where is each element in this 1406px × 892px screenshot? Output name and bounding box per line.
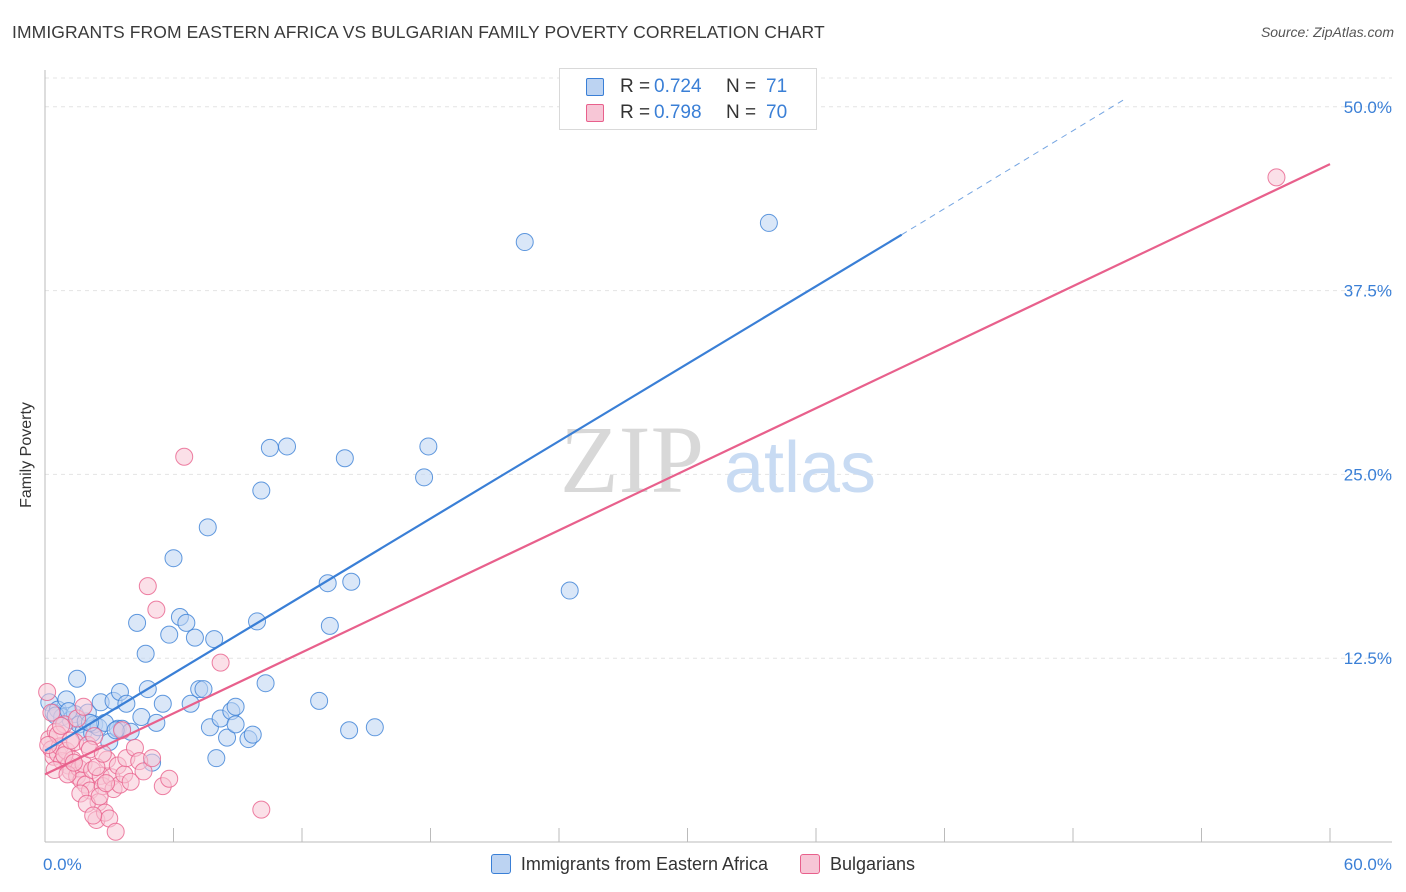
bulgarians-point [134, 762, 153, 781]
legend-r-label: R = [620, 102, 651, 123]
eastern-africa-point [207, 749, 226, 768]
eastern-africa-point [68, 669, 87, 688]
bulgarians-point [84, 806, 103, 825]
y-tick-label: 12.5% [1344, 649, 1392, 668]
eastern-africa-point [256, 674, 275, 693]
series-eastern-africa-points [40, 213, 778, 772]
y-tick-label: 50.0% [1344, 98, 1392, 117]
series-bulgarians-points [38, 168, 1286, 841]
eastern-africa-point [153, 694, 172, 713]
eastern-africa-point [335, 449, 354, 468]
legend-swatch-pink [800, 854, 820, 874]
bulgarians-point [160, 769, 179, 788]
legend-swatch-blue [490, 854, 511, 874]
bulgarians-point [1267, 168, 1286, 187]
eastern-africa-point [243, 725, 262, 744]
eastern-africa-point [205, 630, 224, 649]
y-tick-label: 25.0% [1344, 465, 1392, 484]
eastern-africa-point [515, 233, 534, 252]
eastern-africa-point [278, 437, 297, 456]
legend-label-eastern-africa: Immigrants from Eastern Africa [520, 853, 768, 874]
eastern-africa-point [415, 468, 434, 487]
legend-r-label: R = [620, 76, 651, 97]
bulgarians-point [74, 697, 93, 716]
eastern-africa-point [419, 437, 438, 456]
legend-item-bulgarians: Bulgarians [800, 854, 915, 875]
eastern-africa-point [198, 518, 217, 537]
eastern-africa-point [226, 715, 245, 734]
eastern-africa-point [181, 694, 200, 713]
eastern-africa-point [310, 691, 329, 710]
legend-r-value: 0.724 [654, 76, 702, 97]
bulgarians-point [38, 683, 57, 702]
eastern-africa-point [560, 581, 579, 600]
legend-r-value: 0.798 [654, 102, 702, 123]
eastern-africa-point [194, 680, 213, 699]
bulgarians-point [52, 716, 71, 735]
grid-lines [45, 77, 1392, 659]
trend-line-eastern-africa [44, 233, 903, 752]
bulgarians-point [97, 774, 116, 793]
eastern-africa-point [342, 572, 361, 591]
eastern-africa-point [340, 721, 359, 740]
legend-swatch-blue [586, 78, 604, 96]
eastern-africa-point [128, 613, 147, 632]
legend-n-value: 71 [766, 76, 788, 97]
watermark-zip: ZIP [560, 406, 704, 513]
y-tick-label: 37.5% [1344, 282, 1392, 301]
chart-title: IMMIGRANTS FROM EASTERN AFRICA VS BULGAR… [12, 22, 825, 42]
eastern-africa-point [252, 481, 271, 500]
legend-swatch-pink [586, 104, 604, 122]
watermark-atlas: atlas [724, 428, 876, 508]
x-tick-label: 60.0% [1344, 855, 1392, 874]
legend-row-bulgarians: R = 0.798 N = 70 [586, 100, 787, 126]
trend-extension-eastern-africa [901, 98, 1125, 236]
eastern-africa-point [226, 697, 245, 716]
eastern-africa-point [160, 625, 179, 644]
x-tick-label: 0.0% [43, 855, 82, 874]
eastern-africa-point [218, 728, 237, 747]
eastern-africa-point [260, 438, 279, 457]
bulgarians-point [143, 749, 162, 768]
legend-item-eastern-africa: Immigrants from Eastern Africa [490, 853, 768, 875]
legend-n-label: N = [726, 102, 757, 123]
axes [44, 70, 1392, 843]
eastern-africa-point [147, 713, 166, 732]
trend-line-bulgarians [44, 163, 1331, 776]
trend-lines [44, 98, 1331, 776]
bulgarians-point [106, 822, 125, 841]
source-label: Source: ZipAtlas.com [1260, 24, 1394, 40]
legend-row-eastern-africa: R = 0.724 N = 71 [586, 74, 787, 100]
eastern-africa-point [320, 616, 339, 635]
bulgarians-point [211, 653, 230, 672]
legend-label-bulgarians: Bulgarians [830, 853, 916, 874]
eastern-africa-point [365, 718, 384, 737]
bulgarians-point [42, 703, 61, 722]
eastern-africa-point [136, 644, 155, 663]
y-axis-label: Family Poverty [18, 402, 35, 508]
watermark: ZIP atlas [560, 406, 876, 513]
bulgarians-point [138, 577, 157, 596]
bulgarians-point [252, 800, 271, 819]
tick-labels: 12.5% 25.0% 37.5% 50.0% 0.0% 60.0% [43, 98, 1392, 874]
eastern-africa-point [164, 549, 183, 568]
bulgarians-point [147, 600, 166, 619]
eastern-africa-point [177, 613, 196, 632]
legend-n-label: N = [726, 76, 757, 97]
bulgarians-point [175, 447, 194, 466]
legend-n-value: 70 [766, 102, 788, 123]
series-legend: Immigrants from Eastern Africa Bulgarian… [0, 851, 1406, 877]
eastern-africa-point [185, 628, 204, 647]
eastern-africa-point [759, 213, 778, 232]
bulgarians-point [113, 721, 132, 740]
bulgarians-point [121, 772, 140, 791]
correlation-legend: R = 0.724 N = 71 R = 0.798 N = 70 [559, 68, 817, 130]
eastern-africa-point [132, 708, 151, 727]
